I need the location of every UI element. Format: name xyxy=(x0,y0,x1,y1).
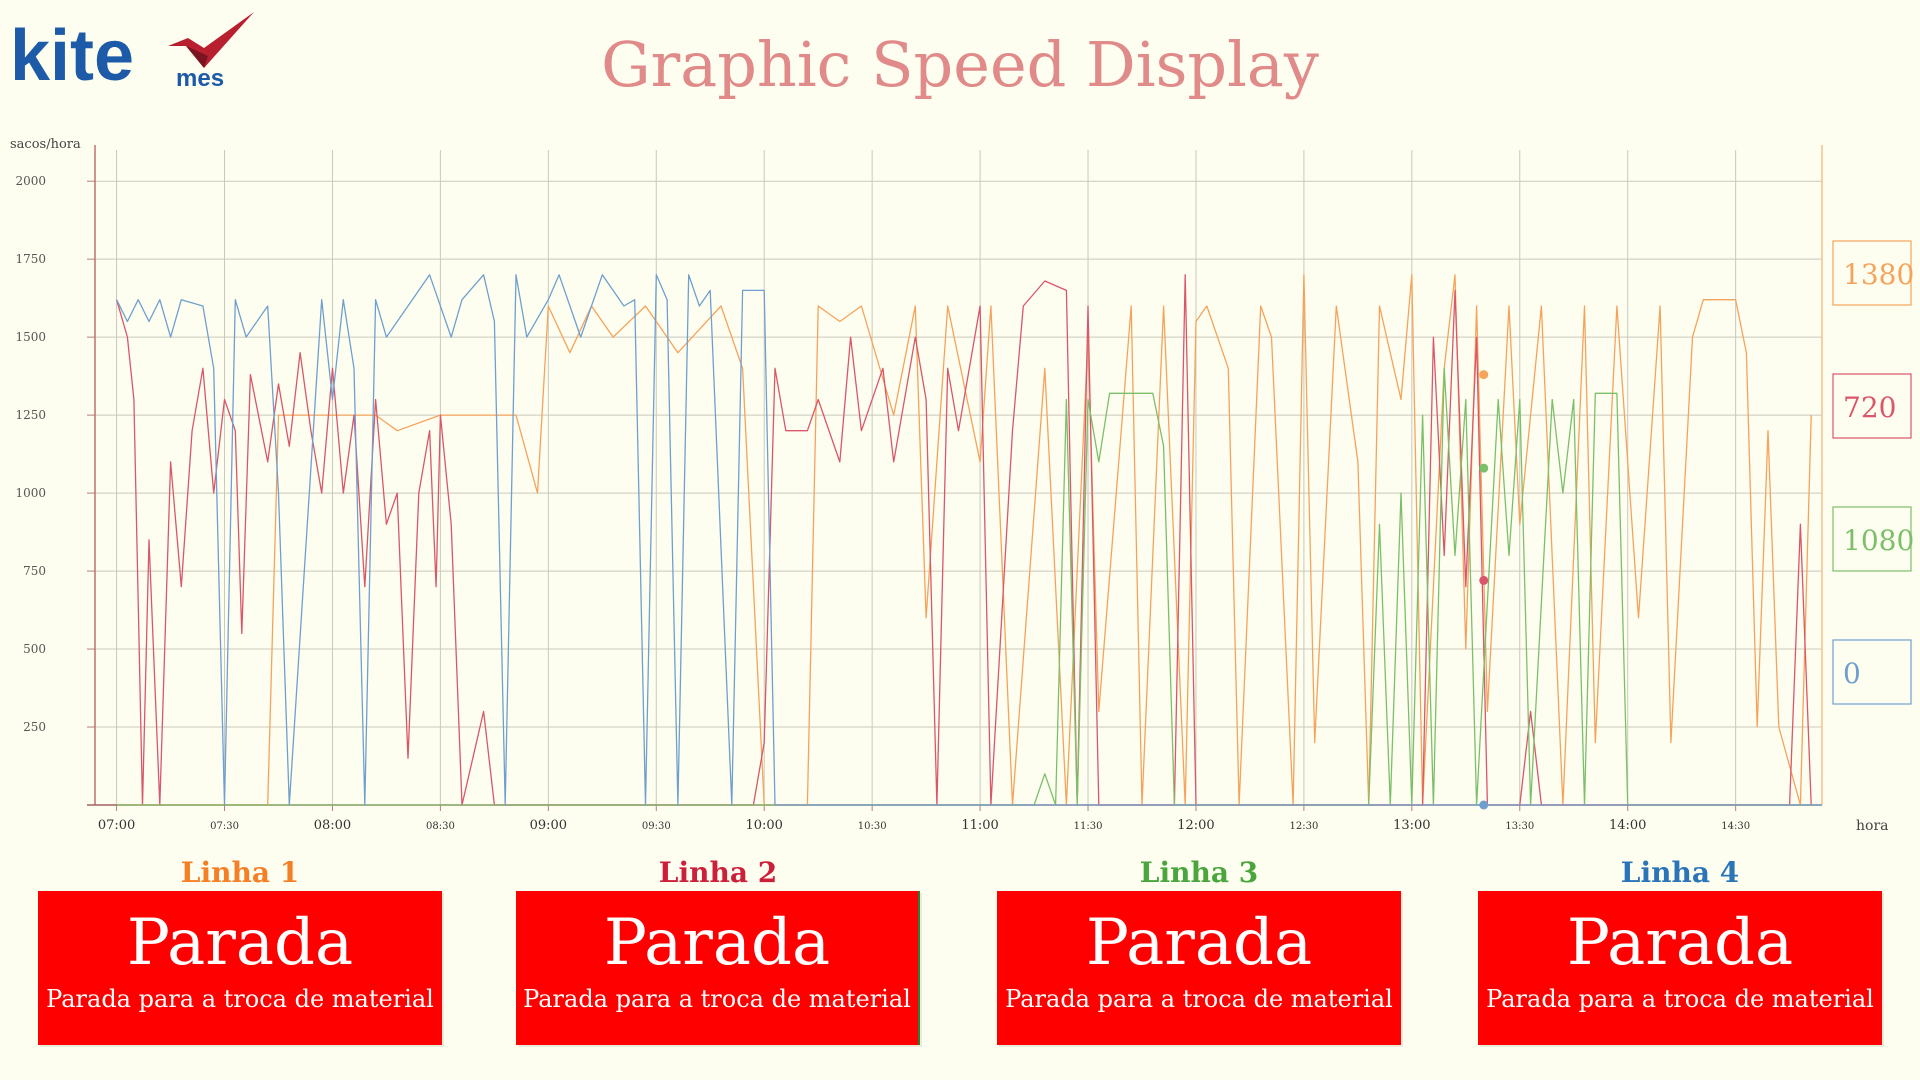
current-marker-1 xyxy=(1479,370,1489,380)
x-tick-label: 08:00 xyxy=(314,818,351,833)
x-tick-label: 11:30 xyxy=(1074,821,1103,832)
status-card-linha-3: Parada Parada para a troca de material xyxy=(997,891,1401,1045)
status-title: Parada xyxy=(1085,906,1313,980)
page-title: Graphic Speed Display xyxy=(601,28,1319,101)
series-line-1 xyxy=(116,274,1812,806)
status-card-linha-1: Parada Parada para a troca de material xyxy=(38,891,442,1045)
kite-mes-logo: kite mes xyxy=(8,8,258,96)
x-tick-label: 14:00 xyxy=(1609,818,1646,833)
legend-value-2: 720 xyxy=(1843,391,1896,424)
status-reason: Parada para a troca de material xyxy=(46,985,434,1013)
y-tick-label: 1000 xyxy=(15,486,46,500)
legend-value-1: 1380 xyxy=(1843,258,1914,291)
x-tick-label: 14:30 xyxy=(1721,821,1750,832)
status-reason: Parada para a troca de material xyxy=(1005,985,1393,1013)
chart-axes: 250 500 750 1000 1250 1500 1750 2000 07:00 07:30 0… xyxy=(10,137,1888,834)
line-label-3: Linha 3 xyxy=(1139,856,1259,889)
current-marker-4 xyxy=(1479,800,1489,810)
x-tick-label: 12:00 xyxy=(1177,818,1214,833)
x-tick-label: 10:30 xyxy=(858,821,887,832)
series-line-3 xyxy=(116,367,1822,806)
status-title: Parada xyxy=(126,906,354,980)
x-tick-label: 11:00 xyxy=(961,818,998,833)
x-axis-title: hora xyxy=(1856,818,1888,834)
current-values-legend: 1380 720 1080 0 xyxy=(1832,240,1914,705)
logo-word: kite xyxy=(10,16,134,92)
y-tick-label: 2000 xyxy=(15,174,46,188)
status-card-linha-4: Parada Parada para a troca de material xyxy=(1478,891,1882,1045)
legend-box-4 xyxy=(1832,639,1912,705)
legend-box-1 xyxy=(1832,240,1912,306)
x-tick-label: 13:30 xyxy=(1505,821,1534,832)
x-tick-label: 12:30 xyxy=(1289,821,1318,832)
check-mark-icon xyxy=(168,12,254,68)
status-title: Parada xyxy=(1566,906,1794,980)
x-tick-label: 07:00 xyxy=(98,818,135,833)
series-line-4 xyxy=(116,274,1822,806)
status-reason: Parada para a troca de material xyxy=(1486,985,1874,1013)
x-tick-label: 13:00 xyxy=(1393,818,1430,833)
legend-value-3: 1080 xyxy=(1843,524,1914,557)
line-label-2: Linha 2 xyxy=(658,856,778,889)
y-tick-label: 1500 xyxy=(15,330,46,344)
x-tick-label: 07:30 xyxy=(210,821,239,832)
x-tick-label: 09:00 xyxy=(530,818,567,833)
line-label-4: Linha 4 xyxy=(1620,856,1740,889)
y-axis-title: sacos/hora xyxy=(10,137,81,152)
status-card-linha-2: Parada Parada para a troca de material xyxy=(516,891,920,1045)
y-tick-label: 1750 xyxy=(15,252,46,266)
line-label-1: Linha 1 xyxy=(180,856,300,889)
chart-series xyxy=(115,274,1822,810)
speed-chart: 250 500 750 1000 1250 1500 1750 2000 07:00 07:30 0… xyxy=(10,137,1914,834)
y-tick-label: 1250 xyxy=(15,408,46,422)
current-marker-2 xyxy=(1479,575,1489,585)
legend-box-3 xyxy=(1832,506,1912,572)
y-tick-label: 750 xyxy=(23,564,46,578)
x-tick-label: 09:30 xyxy=(642,821,671,832)
logo-sub: mes xyxy=(176,65,224,92)
chart-grid xyxy=(95,150,1822,805)
x-tick-label: 08:30 xyxy=(426,821,455,832)
y-tick-label: 500 xyxy=(23,642,46,656)
status-reason: Parada para a troca de material xyxy=(523,985,911,1013)
legend-value-4: 0 xyxy=(1843,657,1861,690)
x-tick-label: 10:00 xyxy=(745,818,782,833)
y-tick-label: 250 xyxy=(23,720,46,734)
current-marker-3 xyxy=(1479,463,1489,473)
legend-box-2 xyxy=(1832,373,1912,439)
status-title: Parada xyxy=(603,906,831,980)
